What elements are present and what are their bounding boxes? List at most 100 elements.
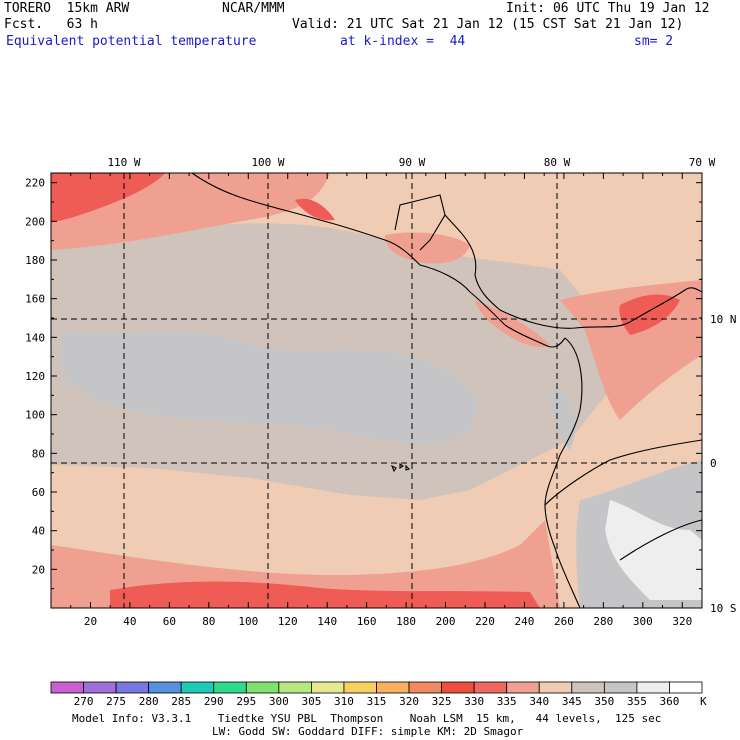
colorbar-label: 300 — [269, 695, 289, 708]
coastline-central-america — [191, 172, 566, 348]
colorbar-label: 340 — [529, 695, 549, 708]
colorbar-swatch — [278, 681, 312, 694]
x-tick-label: 180 — [396, 615, 416, 628]
y-tick-label: 100 — [25, 409, 45, 422]
colorbar-swatch — [115, 681, 150, 694]
field-name: Equivalent potential temperature — [6, 34, 257, 49]
colorbar-label: 315 — [367, 695, 387, 708]
x-tick-label: 200 — [436, 615, 456, 628]
axis-tick-labels: 20 40 60 80 100 120 140 160 180 200 220 240 260 280 30… — [25, 156, 736, 628]
x-tick-label: 60 — [163, 615, 176, 628]
longitude-label: 70 W — [689, 156, 716, 169]
x-tick-label: 260 — [554, 615, 574, 628]
latitude-label: 10 N — [710, 313, 737, 326]
colorbar-unit: K — [700, 695, 707, 708]
x-tick-label: 160 — [357, 615, 377, 628]
x-tick-label: 220 — [475, 615, 495, 628]
colorbar-swatch — [180, 681, 215, 694]
colorbar-swatch — [506, 681, 540, 694]
footer-model-info: Model Info: V3.3.1 Tiedtke YSU PBL Thomp… — [72, 712, 662, 725]
colorbar-swatch — [603, 681, 638, 694]
colorbar-label: 350 — [594, 695, 614, 708]
x-tick-label: 80 — [202, 615, 215, 628]
x-tick-label: 300 — [633, 615, 653, 628]
colorbar-swatch — [636, 681, 670, 694]
valid-time: Valid: 21 UTC Sat 21 Jan 12 (15 CST Sat … — [292, 17, 684, 32]
longitude-label: 100 W — [251, 156, 284, 169]
init-time: Init: 06 UTC Thu 19 Jan 12 — [506, 1, 710, 16]
colorbar-label: 305 — [301, 695, 321, 708]
colorbar-swatch — [50, 681, 84, 694]
x-tick-label: 40 — [123, 615, 136, 628]
lat-lon-grid — [51, 173, 702, 608]
x-tick-label: 20 — [84, 615, 97, 628]
x-tick-label: 280 — [593, 615, 613, 628]
y-tick-label: 20 — [32, 563, 45, 576]
forecast-hour: Fcst. 63 h — [4, 17, 98, 32]
footer-physics: LW: Godd SW: Goddard DIFF: simple KM: 2D… — [212, 725, 524, 738]
colorbar-swatch — [571, 681, 605, 694]
region-350 — [550, 385, 575, 450]
level-index: at k-index = 44 — [340, 34, 466, 49]
longitude-label: 90 W — [399, 156, 426, 169]
colorbar-label: 285 — [171, 695, 191, 708]
model-name: TORERO 15km ARW — [4, 1, 130, 16]
x-tick-label: 100 — [238, 615, 258, 628]
border-colombia — [544, 439, 703, 506]
smoothing: sm= 2 — [634, 34, 674, 49]
colorbar-swatch — [245, 681, 280, 694]
coastlines — [191, 172, 703, 609]
plot-frame — [50, 172, 703, 609]
colorbar-swatch — [376, 681, 410, 694]
colorbar-label: 325 — [432, 695, 452, 708]
y-tick-label: 200 — [25, 215, 45, 228]
colorbar-label: 355 — [627, 695, 647, 708]
x-tick-label: 120 — [278, 615, 298, 628]
latitude-label: 0 — [710, 457, 717, 470]
colorbar-swatch — [343, 681, 377, 694]
colorbar-swatch — [408, 681, 442, 694]
x-tick-label: 240 — [515, 615, 535, 628]
region-335 — [385, 232, 470, 264]
colorbar-swatch — [213, 681, 247, 694]
colorbar-swatch — [669, 681, 703, 694]
region-355 — [605, 500, 702, 600]
coastline-south-america-west — [544, 337, 583, 609]
colorbar-label: 275 — [106, 695, 126, 708]
region-330 — [51, 173, 165, 222]
y-tick-label: 180 — [25, 254, 45, 267]
longitude-label: 80 W — [544, 156, 571, 169]
contour-fill — [51, 173, 702, 608]
colorbar-swatch — [538, 681, 573, 694]
colorbar-label: 295 — [236, 695, 256, 708]
colorbar-swatch — [441, 681, 475, 694]
x-tick-label: 140 — [317, 615, 337, 628]
colorbar-label: 360 — [660, 695, 680, 708]
coastline-caribbean — [444, 214, 631, 329]
y-tick-label: 80 — [32, 447, 45, 460]
colorbar-swatch — [473, 681, 508, 694]
y-tick-label: 160 — [25, 293, 45, 306]
latitude-label: 10 S — [710, 602, 737, 615]
colorbar-label: 335 — [497, 695, 517, 708]
region-330 — [110, 581, 540, 608]
colorbar-swatch — [148, 681, 182, 694]
colorbar-label: 310 — [334, 695, 354, 708]
longitude-label: 110 W — [107, 156, 140, 169]
y-tick-label: 120 — [25, 370, 45, 383]
region-330 — [295, 198, 335, 221]
region-335 — [475, 300, 550, 347]
galapagos — [390, 462, 411, 473]
colorbar-label: 270 — [74, 695, 94, 708]
organization: NCAR/MMM — [222, 1, 285, 16]
colorbar-label: 330 — [464, 695, 484, 708]
x-tick-label: 320 — [672, 615, 692, 628]
colorbar-label: 320 — [399, 695, 419, 708]
coastline-south-america-north — [629, 287, 703, 323]
colorbar-label: 345 — [562, 695, 582, 708]
y-tick-label: 220 — [25, 177, 45, 190]
border-peru-brazil — [619, 519, 703, 561]
y-tick-label: 40 — [32, 525, 45, 538]
region-330 — [619, 294, 680, 335]
y-tick-label: 140 — [25, 331, 45, 344]
